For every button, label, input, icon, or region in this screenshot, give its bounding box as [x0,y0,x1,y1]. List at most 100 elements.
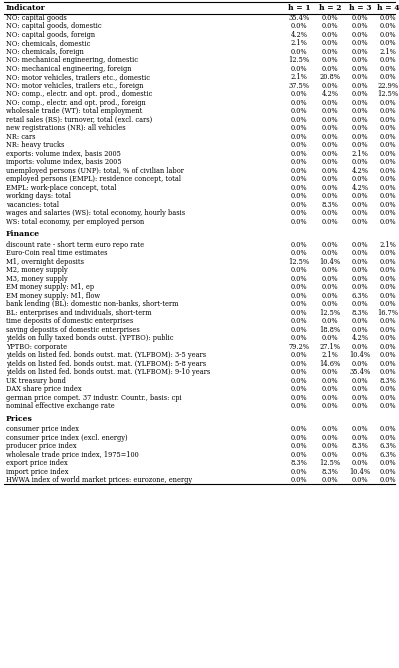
Text: 0.0%: 0.0% [352,476,368,484]
Text: 0.0%: 0.0% [380,201,396,208]
Text: discount rate - short term euro repo rate: discount rate - short term euro repo rat… [6,240,144,248]
Text: 4.2%: 4.2% [322,90,338,98]
Text: 0.0%: 0.0% [322,249,338,257]
Text: 0.0%: 0.0% [291,267,307,274]
Text: 0.0%: 0.0% [380,275,396,283]
Text: 0.0%: 0.0% [380,73,396,81]
Text: 0.0%: 0.0% [291,47,307,55]
Text: 8.3%: 8.3% [352,309,368,317]
Text: 0.0%: 0.0% [322,476,338,484]
Text: 0.0%: 0.0% [322,368,338,376]
Text: 0.0%: 0.0% [322,192,338,200]
Text: 0.0%: 0.0% [380,292,396,300]
Text: 8.3%: 8.3% [290,459,308,467]
Text: 0.0%: 0.0% [380,108,396,116]
Text: 0.0%: 0.0% [291,116,307,124]
Text: 0.0%: 0.0% [322,334,338,342]
Text: 0.0%: 0.0% [322,133,338,141]
Text: 0.0%: 0.0% [291,393,307,401]
Text: 4.2%: 4.2% [352,334,369,342]
Text: 0.0%: 0.0% [380,351,396,359]
Text: wholesale trade price index, 1975=100: wholesale trade price index, 1975=100 [6,451,139,459]
Text: 0.0%: 0.0% [322,167,338,175]
Text: working days: total: working days: total [6,192,71,200]
Text: 0.0%: 0.0% [322,124,338,132]
Text: 0.0%: 0.0% [352,81,368,90]
Text: 0.0%: 0.0% [352,393,368,401]
Text: 0.0%: 0.0% [380,31,396,39]
Text: 0.0%: 0.0% [291,317,307,325]
Text: 0.0%: 0.0% [380,368,396,376]
Text: 0.0%: 0.0% [291,385,307,393]
Text: 0.0%: 0.0% [352,192,368,200]
Text: HWWA index of world market prices: eurozone, energy: HWWA index of world market prices: euroz… [6,476,192,484]
Text: 0.0%: 0.0% [352,14,368,22]
Text: 0.0%: 0.0% [380,116,396,124]
Text: UK treasury bond: UK treasury bond [6,377,66,385]
Text: 0.0%: 0.0% [352,158,368,166]
Text: 0.0%: 0.0% [352,317,368,325]
Text: 2.1%: 2.1% [379,47,397,55]
Text: 0.0%: 0.0% [322,47,338,55]
Text: 0.0%: 0.0% [352,343,368,351]
Text: 0.0%: 0.0% [322,99,338,107]
Text: unemployed persons (UNP): total, % of civilian labor: unemployed persons (UNP): total, % of ci… [6,167,184,175]
Text: M2, money supply: M2, money supply [6,267,68,274]
Text: 10.4%: 10.4% [350,351,371,359]
Text: 0.0%: 0.0% [291,240,307,248]
Text: 0.0%: 0.0% [352,141,368,149]
Text: 0.0%: 0.0% [322,158,338,166]
Text: bank lending (BL): domestic non-banks, short-term: bank lending (BL): domestic non-banks, s… [6,300,178,308]
Text: 0.0%: 0.0% [291,300,307,308]
Text: wholesale trade (WT): total employment: wholesale trade (WT): total employment [6,108,142,116]
Text: 0.0%: 0.0% [380,14,396,22]
Text: Prices: Prices [6,415,33,423]
Text: 6.3%: 6.3% [352,292,368,300]
Text: NR: heavy trucks: NR: heavy trucks [6,141,64,149]
Text: EM money supply: M1, flow: EM money supply: M1, flow [6,292,100,300]
Text: 0.0%: 0.0% [291,133,307,141]
Text: 4.2%: 4.2% [290,31,308,39]
Text: 0.0%: 0.0% [322,283,338,291]
Text: NO: motor vehicles, trailers etc., domestic: NO: motor vehicles, trailers etc., domes… [6,73,150,81]
Text: 12.5%: 12.5% [320,459,341,467]
Text: 79.2%: 79.2% [288,343,310,351]
Text: 0.0%: 0.0% [380,425,396,433]
Text: 0.0%: 0.0% [291,351,307,359]
Text: 2.1%: 2.1% [290,39,308,47]
Text: 35.4%: 35.4% [288,14,310,22]
Text: 0.0%: 0.0% [352,451,368,459]
Text: 0.0%: 0.0% [322,442,338,450]
Text: 0.0%: 0.0% [352,267,368,274]
Text: 0.0%: 0.0% [291,158,307,166]
Text: M3, money supply: M3, money supply [6,275,68,283]
Text: 0.0%: 0.0% [352,73,368,81]
Text: 0.0%: 0.0% [322,141,338,149]
Text: 0.0%: 0.0% [322,434,338,442]
Text: time deposits of domestic enterprises: time deposits of domestic enterprises [6,317,133,325]
Text: import price index: import price index [6,468,69,476]
Text: exports: volume index, basis 2005: exports: volume index, basis 2005 [6,150,121,158]
Text: 0.0%: 0.0% [291,99,307,107]
Text: 0.0%: 0.0% [322,385,338,393]
Text: 0.0%: 0.0% [352,240,368,248]
Text: 0.0%: 0.0% [380,393,396,401]
Text: 0.0%: 0.0% [322,218,338,226]
Text: 0.0%: 0.0% [352,275,368,283]
Text: 0.0%: 0.0% [291,209,307,217]
Text: 0.0%: 0.0% [380,133,396,141]
Text: 22.9%: 22.9% [377,81,399,90]
Text: 0.0%: 0.0% [352,209,368,217]
Text: yields on listed fed. bonds outst. mat. (YLFBOM): 5-8 years: yields on listed fed. bonds outst. mat. … [6,359,206,367]
Text: 0.0%: 0.0% [322,150,338,158]
Text: M1, overnight deposits: M1, overnight deposits [6,258,84,266]
Text: 0.0%: 0.0% [291,65,307,73]
Text: 0.0%: 0.0% [380,267,396,274]
Text: EMPL: work-place concept, total: EMPL: work-place concept, total [6,184,117,192]
Text: NO: chemicals, foreign: NO: chemicals, foreign [6,47,84,55]
Text: 0.0%: 0.0% [380,150,396,158]
Text: saving deposits of domestic enterprises: saving deposits of domestic enterprises [6,326,140,334]
Text: 0.0%: 0.0% [380,385,396,393]
Text: 0.0%: 0.0% [352,377,368,385]
Text: 0.0%: 0.0% [291,434,307,442]
